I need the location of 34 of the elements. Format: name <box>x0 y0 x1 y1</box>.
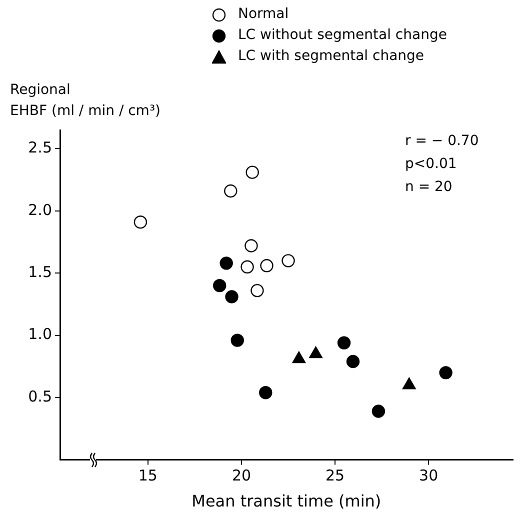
point <box>337 336 351 350</box>
point <box>220 256 233 270</box>
y-tick-label: 2.5 <box>28 138 52 157</box>
y-tick-label: 2.0 <box>28 200 52 219</box>
x-tick-label: 30 <box>419 466 438 485</box>
point <box>346 354 360 368</box>
point <box>230 334 244 347</box>
point <box>439 366 452 380</box>
point <box>282 254 295 268</box>
x-tick-label: 20 <box>232 466 252 485</box>
annotation: n = 20 <box>405 178 454 197</box>
x-tick-label: 25 <box>326 466 345 485</box>
annotation: p<0.01 <box>405 155 458 174</box>
x-axis-title: Mean transit time (min) <box>192 492 382 511</box>
annotation: r = − 0.70 <box>405 132 479 151</box>
x-tick-label: 15 <box>138 466 158 485</box>
point <box>250 284 264 298</box>
y-tick-label: 1.5 <box>28 263 52 282</box>
point <box>240 260 254 274</box>
y-axis-title: Regional EHBF (ml / min / cm³) <box>10 81 161 121</box>
point <box>224 184 238 198</box>
point <box>259 386 272 400</box>
point <box>225 290 238 304</box>
legend-label: LC without segmental change <box>238 26 447 45</box>
legend-label: Normal <box>238 5 289 24</box>
point <box>246 166 259 179</box>
point <box>372 404 386 418</box>
point <box>260 259 274 272</box>
legend-label: LC with segmental change <box>238 47 424 66</box>
point <box>134 215 148 229</box>
y-tick-label: 1.0 <box>28 325 52 344</box>
y-tick-label: 0.5 <box>28 387 52 406</box>
point <box>213 278 226 292</box>
point <box>244 239 258 252</box>
